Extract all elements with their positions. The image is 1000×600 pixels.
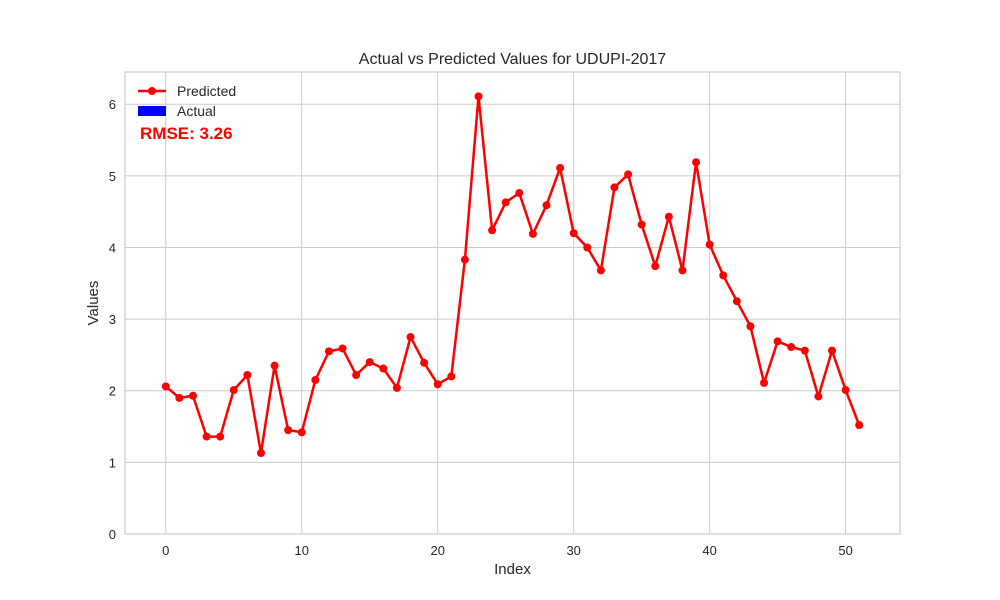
- predicted-line: [164, 95, 861, 455]
- predicted-point: [814, 392, 823, 401]
- plot-area: [124, 71, 901, 535]
- y-tick-label: 3: [109, 312, 116, 327]
- legend: Predicted Actual RMSE: 3.26: [138, 83, 236, 143]
- predicted-point: [692, 158, 701, 167]
- predicted-point: [800, 346, 809, 355]
- x-tick-label: 20: [430, 543, 444, 558]
- x-tick-label: 0: [162, 543, 169, 558]
- legend-predicted-label: Predicted: [177, 83, 236, 99]
- predicted-point: [392, 383, 401, 392]
- x-tick-label: 50: [838, 543, 852, 558]
- predicted-points: [161, 92, 864, 458]
- y-tick-label: 0: [109, 527, 116, 542]
- predicted-point: [637, 220, 646, 229]
- predicted-point: [420, 358, 429, 367]
- predicted-point: [664, 212, 673, 221]
- predicted-point: [188, 391, 197, 400]
- predicted-point: [365, 358, 374, 367]
- predicted-series: [164, 95, 861, 455]
- predicted-point: [719, 271, 728, 280]
- y-tick-label: 5: [109, 169, 116, 184]
- y-tick-label: 2: [109, 384, 116, 399]
- predicted-point: [542, 201, 551, 210]
- legend-predicted-marker: [148, 87, 156, 95]
- predicted-point: [569, 229, 578, 238]
- predicted-point: [732, 297, 741, 306]
- predicted-point: [515, 189, 524, 198]
- predicted-point: [243, 370, 252, 379]
- predicted-point: [610, 183, 619, 192]
- predicted-point: [705, 240, 714, 249]
- x-tick-label: 30: [566, 543, 580, 558]
- predicted-point: [352, 370, 361, 379]
- predicted-point: [406, 333, 415, 342]
- predicted-point: [787, 343, 796, 352]
- y-tick-label: 4: [109, 240, 116, 255]
- predicted-point: [433, 380, 442, 389]
- gridlines: [125, 72, 900, 534]
- predicted-point: [447, 372, 456, 381]
- predicted-point: [678, 266, 687, 275]
- predicted-point: [284, 426, 293, 435]
- predicted-point: [556, 163, 565, 172]
- predicted-point: [216, 432, 225, 441]
- predicted-point: [379, 364, 388, 373]
- predicted-point: [161, 382, 170, 391]
- y-tick-label: 1: [109, 455, 116, 470]
- predicted-point: [773, 337, 782, 346]
- predicted-point: [297, 428, 306, 437]
- predicted-point: [338, 344, 347, 353]
- y-tick-labels: 0 1 2 3 4 5 6: [109, 97, 116, 542]
- predicted-point: [324, 347, 333, 356]
- predicted-point: [855, 421, 864, 430]
- predicted-point: [202, 432, 211, 441]
- predicted-point: [841, 386, 850, 395]
- predicted-point: [175, 393, 184, 402]
- predicted-point: [229, 386, 238, 395]
- y-axis-label: Values: [85, 281, 102, 326]
- predicted-point: [501, 198, 510, 207]
- predicted-point: [474, 92, 483, 101]
- rmse-annotation: RMSE: 3.26: [140, 124, 233, 143]
- legend-actual-label: Actual: [177, 103, 216, 119]
- predicted-point: [460, 255, 469, 264]
- predicted-point: [488, 226, 497, 235]
- x-tick-label: 40: [702, 543, 716, 558]
- x-tick-labels: 0 10 20 30 40 50: [162, 543, 853, 558]
- predicted-point: [746, 322, 755, 331]
- legend-actual-swatch: [138, 106, 166, 116]
- predicted-point: [311, 376, 320, 384]
- predicted-point: [624, 170, 633, 179]
- predicted-point: [270, 361, 279, 370]
- predicted-point: [256, 449, 265, 458]
- predicted-point: [596, 266, 605, 275]
- predicted-point: [528, 229, 537, 238]
- predicted-point: [651, 262, 660, 271]
- predicted-point: [828, 346, 837, 355]
- x-tick-label: 10: [295, 543, 309, 558]
- y-tick-label: 6: [109, 97, 116, 112]
- predicted-point: [760, 378, 769, 387]
- x-axis-label: Index: [494, 561, 531, 578]
- chart-title: Actual vs Predicted Values for UDUPI-201…: [359, 51, 667, 68]
- predicted-point: [583, 243, 592, 252]
